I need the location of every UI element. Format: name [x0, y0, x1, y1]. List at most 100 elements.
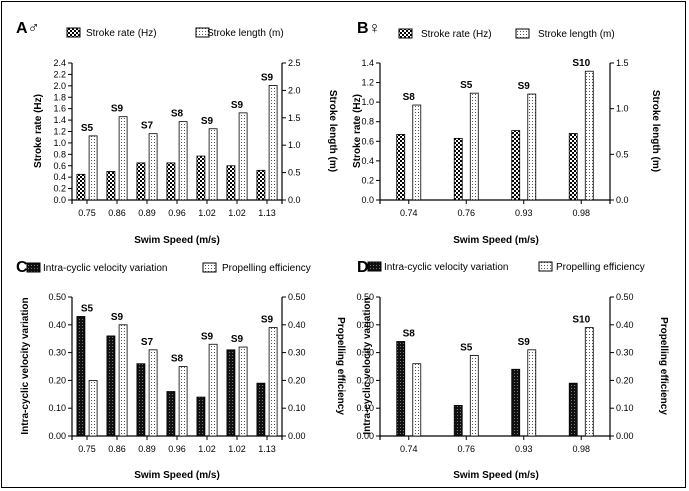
- legend-swatch: [515, 28, 530, 39]
- legend-label: Stroke rate (Hz): [421, 29, 492, 40]
- x-tick-label: 0.96: [168, 208, 186, 218]
- bar-checker: [196, 155, 206, 201]
- panel-letter-text: B: [357, 20, 369, 37]
- right-tick-label: 0.30: [288, 348, 306, 358]
- bar-subject-label: S5: [81, 123, 94, 134]
- legend-swatch: [202, 262, 217, 273]
- bar-dark: [511, 368, 521, 437]
- right-axis-title: Stroke length (m): [327, 90, 338, 172]
- legend-swatch: [26, 262, 41, 273]
- left-axis-title: Intra-cyclic velocity variation: [362, 297, 373, 434]
- x-tick-label: 0.93: [515, 444, 533, 454]
- bar-checker: [256, 169, 266, 201]
- left-axis-title: Stroke rate (Hz): [33, 94, 44, 168]
- bar-subject-label: S9: [261, 315, 274, 326]
- right-axis-title: Stroke length (m): [650, 90, 661, 172]
- right-tick-label: 1.5: [288, 113, 301, 123]
- legend-label: Stroke length (m): [207, 28, 284, 39]
- x-tick-label: 1.02: [198, 208, 216, 218]
- bar-dots: [208, 343, 218, 437]
- left-tick-label: 0.20: [48, 375, 66, 385]
- legend-swatch: [538, 261, 553, 272]
- right-tick-label: 0.40: [616, 320, 634, 330]
- left-tick-label: 1.0: [361, 97, 374, 107]
- legend-label: Stroke length (m): [538, 29, 615, 40]
- bar-dark: [106, 335, 116, 437]
- bar-dots: [469, 354, 479, 437]
- right-axis-title: Propelling efficiency: [658, 317, 669, 415]
- right-tick-label: 0.50: [616, 292, 634, 302]
- left-tick-label: 1.4: [361, 58, 374, 68]
- left-tick-label: 0.50: [356, 292, 374, 302]
- bar-dark: [196, 396, 206, 437]
- x-axis-title: Swim Speed (m/s): [134, 470, 220, 481]
- x-tick-label: 0.93: [515, 208, 533, 218]
- bar-subject-label: S5: [460, 80, 473, 91]
- right-tick-label: 2.5: [288, 58, 301, 68]
- legend-swatch: [367, 261, 382, 272]
- bar-checker: [106, 171, 116, 201]
- bar-dark: [166, 391, 176, 437]
- bar-subject-label: S8: [403, 328, 416, 339]
- bar-dots: [469, 92, 479, 201]
- left-tick-label: 1.0: [53, 138, 66, 148]
- x-tick-label: 1.02: [228, 444, 246, 454]
- bar-dark: [226, 349, 236, 437]
- bar-subject-label: S8: [171, 354, 184, 365]
- left-tick-label: 0.50: [48, 292, 66, 302]
- x-tick-label: 0.76: [457, 208, 475, 218]
- left-tick-label: 2.2: [53, 69, 66, 79]
- legend-label: Stroke rate (Hz): [86, 28, 157, 39]
- x-axis-title: Swim Speed (m/s): [134, 235, 220, 246]
- bar-subject-label: S5: [460, 342, 473, 353]
- right-tick-label: 0.30: [616, 348, 634, 358]
- right-tick-label: 0.0: [616, 195, 629, 205]
- left-tick-label: 0.2: [361, 175, 374, 185]
- left-tick-label: 1.2: [361, 78, 374, 88]
- bar-subject-label: S9: [201, 331, 214, 342]
- bar-dots: [178, 366, 188, 437]
- left-tick-label: 2.0: [53, 81, 66, 91]
- bar-subject-label: S9: [231, 100, 244, 111]
- legend-swatch: [398, 28, 413, 39]
- x-tick-label: 1.02: [198, 444, 216, 454]
- bar-subject-label: S9: [231, 334, 244, 345]
- right-tick-label: 0.5: [616, 149, 629, 159]
- x-tick-label: 0.98: [572, 208, 590, 218]
- bar-dots: [584, 70, 594, 201]
- x-tick-label: 0.75: [78, 444, 96, 454]
- right-tick-label: 0.20: [288, 375, 306, 385]
- left-tick-label: 1.6: [53, 104, 66, 114]
- left-axis-title: Stroke rate (Hz): [352, 94, 363, 168]
- right-tick-label: 0.50: [288, 292, 306, 302]
- panel-letter-text: A: [16, 20, 28, 37]
- sex-symbol: ♀: [369, 20, 381, 37]
- right-tick-label: 0.10: [288, 403, 306, 413]
- left-tick-label: 0.30: [356, 348, 374, 358]
- bar-dark: [396, 341, 406, 437]
- left-axis-title: Intra-cyclic velocity variation: [20, 297, 31, 434]
- bar-subject-label: S8: [403, 92, 416, 103]
- x-tick-label: 0.74: [400, 208, 418, 218]
- x-axis-title: Swim Speed (m/s): [453, 470, 539, 481]
- left-tick-label: 2.4: [53, 58, 66, 68]
- x-tick-label: 0.86: [108, 208, 126, 218]
- left-tick-label: 0.8: [361, 117, 374, 127]
- left-tick-label: 0.4: [53, 172, 66, 182]
- chart-panel-d: D♀Intra-cyclic velocity variationPropell…: [356, 259, 669, 481]
- left-tick-label: 1.4: [53, 115, 66, 125]
- chart-panel-a: A♂ Stroke rate (Hz) Stroke length (m)0.00.…: [16, 20, 338, 246]
- left-tick-label: 0.10: [48, 403, 66, 413]
- left-tick-label: 0.10: [356, 403, 374, 413]
- bar-subject-label: S7: [141, 121, 154, 132]
- right-tick-label: 1.5: [616, 58, 629, 68]
- x-tick-label: 0.96: [168, 444, 186, 454]
- bar-subject-label: S9: [518, 337, 531, 348]
- left-tick-label: 0.0: [361, 195, 374, 205]
- bar-subject-label: S10: [572, 315, 590, 326]
- bar-checker: [396, 134, 406, 201]
- x-tick-label: 0.98: [572, 444, 590, 454]
- bar-dots: [88, 379, 98, 437]
- bar-checker: [226, 165, 236, 201]
